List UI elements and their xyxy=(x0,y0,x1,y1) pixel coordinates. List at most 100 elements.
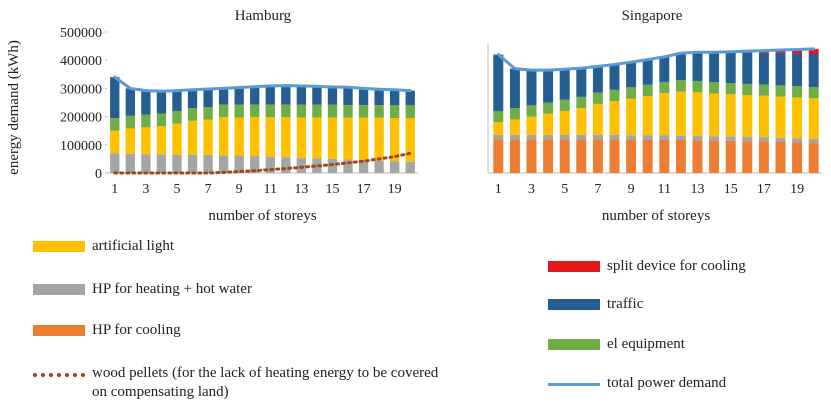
bar-segment xyxy=(808,143,819,173)
bar-segment xyxy=(203,88,213,108)
bar-segment xyxy=(559,139,570,173)
bar-segment xyxy=(156,154,167,173)
bar-segment xyxy=(296,157,307,173)
bar-segment xyxy=(187,120,198,155)
bar-segment xyxy=(609,101,620,135)
bar-segment xyxy=(609,64,620,90)
legend-swatch xyxy=(548,383,600,386)
bar-segment xyxy=(659,135,670,140)
bar-segment xyxy=(775,141,786,173)
bar-segment xyxy=(742,136,753,142)
bar-segment xyxy=(125,88,135,116)
bar-segment xyxy=(509,68,520,109)
legend-item: HP for cooling xyxy=(33,321,453,340)
bar-segment xyxy=(509,119,520,135)
bar-segment xyxy=(792,97,803,139)
legend-label: artificial light xyxy=(92,238,175,254)
bar-segment xyxy=(659,93,670,136)
bar-segment xyxy=(559,99,570,111)
x-tick-label: 3 xyxy=(142,182,149,197)
bar-segment xyxy=(576,139,587,173)
bar-segment xyxy=(692,140,703,173)
bar-segment xyxy=(312,117,322,159)
bar-segment xyxy=(758,52,769,85)
bar-segment xyxy=(156,91,167,114)
charts: Hamburg energy demand (kWh) number of stor… xyxy=(6,8,822,224)
bar-segment xyxy=(808,138,819,144)
bar-segment xyxy=(405,90,415,106)
x-tick-label: 11 xyxy=(658,182,671,197)
chart-title: Singapore xyxy=(622,8,683,24)
bar-segment xyxy=(374,160,384,173)
bar-segment xyxy=(110,77,120,119)
bar-segment xyxy=(343,117,353,160)
bar-segment xyxy=(592,134,603,140)
bar-segment xyxy=(709,82,720,94)
bar-segment xyxy=(709,52,720,83)
bar-segment xyxy=(390,118,400,162)
bar-segment xyxy=(576,68,587,97)
x-tick-label: 13 xyxy=(294,182,308,197)
bar-segment xyxy=(234,87,244,105)
bar-segment xyxy=(110,153,120,173)
bar-segment xyxy=(775,85,786,97)
bar-segment xyxy=(642,135,653,140)
bar-segment xyxy=(493,110,504,123)
legend-item: wood pellets (for the lack of heating en… xyxy=(33,364,453,402)
legend-item: el equipment xyxy=(548,335,818,354)
bar-segment xyxy=(642,59,653,85)
bar-segment xyxy=(250,86,260,105)
x-tick-label: 7 xyxy=(205,182,212,197)
bar-segment xyxy=(358,88,369,106)
y-tick-label: 0 xyxy=(95,167,102,182)
bar-segment xyxy=(543,102,554,114)
bar-segment xyxy=(526,134,537,140)
legend-swatch xyxy=(548,339,600,350)
bar-segment xyxy=(125,115,135,129)
bar-segment xyxy=(543,113,554,135)
bar-segment xyxy=(709,140,720,173)
x-tick-label: 19 xyxy=(388,182,402,197)
legend-item: traffic xyxy=(548,295,818,314)
bar-segment xyxy=(692,52,703,82)
bar-segment xyxy=(358,117,369,161)
bar-segment xyxy=(758,137,769,142)
bar-segment xyxy=(559,110,570,135)
bar-segment xyxy=(203,154,213,173)
bar-segment xyxy=(265,156,275,173)
x-tick-label: 15 xyxy=(724,182,738,197)
bar-segment xyxy=(312,104,322,118)
bar-segment xyxy=(576,108,587,135)
bar-segment xyxy=(742,141,753,173)
bar-segment xyxy=(626,62,637,88)
bar-segment xyxy=(172,154,182,173)
bar-segment xyxy=(725,52,736,84)
legend-label: traffic xyxy=(607,296,644,312)
bar-segment xyxy=(642,139,653,173)
bar-segment xyxy=(808,53,819,87)
bar-segment xyxy=(725,83,736,95)
bar-segment xyxy=(218,88,229,105)
bar-segment xyxy=(592,66,603,93)
bar-segment xyxy=(675,135,686,141)
bar-segment xyxy=(187,108,198,121)
bar-segment xyxy=(509,108,520,120)
bar-segment xyxy=(526,105,537,117)
bar-segment xyxy=(642,84,653,97)
bar-segment xyxy=(141,127,151,155)
line xyxy=(113,75,412,93)
bar-segment xyxy=(203,107,213,120)
bar-segment xyxy=(509,134,520,140)
bar-segment xyxy=(327,86,338,105)
bar-segment xyxy=(792,142,803,173)
bar-segment xyxy=(675,91,686,136)
legend-swatch xyxy=(33,325,85,336)
bar-segment xyxy=(343,105,353,118)
bar-segment xyxy=(742,52,753,84)
x-tick-label: 5 xyxy=(561,182,568,197)
chart-title: Hamburg xyxy=(235,8,292,24)
x-tick-label: 17 xyxy=(757,182,771,197)
bar-segment xyxy=(692,136,703,141)
bar-segment xyxy=(110,130,120,154)
